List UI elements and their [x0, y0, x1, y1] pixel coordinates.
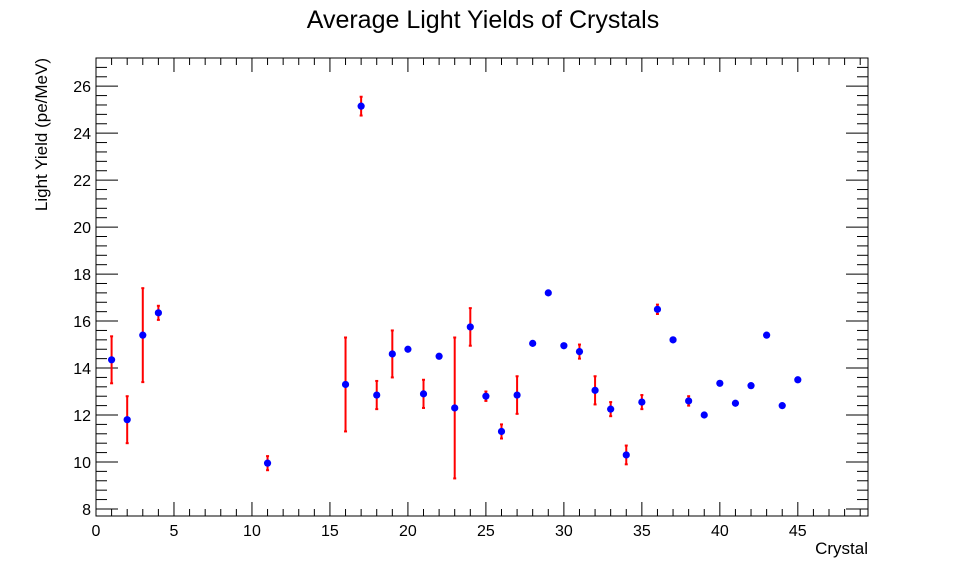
- data-point: [341, 380, 350, 389]
- x-tick-label: 5: [170, 523, 179, 540]
- y-tick-label: 24: [73, 126, 91, 143]
- plot-frame: [95, 57, 869, 517]
- data-point: [716, 379, 724, 387]
- x-tick-label: 10: [243, 523, 261, 540]
- x-axis-title: Crystal: [815, 539, 868, 558]
- data-point: [123, 416, 131, 424]
- data-point: [544, 289, 552, 297]
- y-tick-label: 18: [73, 267, 91, 284]
- y-tick-label: 10: [73, 455, 91, 472]
- x-tick-label: 35: [633, 523, 651, 540]
- data-point: [513, 391, 521, 399]
- y-tick-label: 8: [82, 502, 91, 519]
- data-point: [435, 352, 443, 360]
- data-point: [388, 350, 396, 358]
- x-tick-label: 20: [399, 523, 417, 540]
- x-tick-label: 0: [92, 523, 101, 540]
- data-point: [685, 397, 693, 405]
- data-point: [560, 342, 568, 350]
- y-tick-label: 22: [73, 173, 91, 190]
- y-tick-label: 20: [73, 220, 91, 237]
- data-point: [107, 356, 116, 364]
- data-point: [482, 392, 490, 400]
- data-point: [373, 391, 381, 399]
- data-point: [778, 402, 786, 410]
- data-point: [622, 451, 630, 459]
- data-point: [575, 347, 584, 356]
- data-point: [731, 399, 740, 407]
- data-point: [404, 345, 412, 353]
- data-point: [263, 459, 272, 467]
- axis-ticks: [95, 57, 868, 516]
- x-tick-label: 45: [789, 523, 807, 540]
- data-point: [154, 309, 162, 317]
- data-point: [419, 390, 428, 398]
- y-tick-label: 26: [73, 79, 91, 96]
- data-point: [653, 305, 662, 313]
- data-point: [357, 102, 365, 110]
- data-point: [669, 336, 677, 344]
- data-point: [763, 331, 771, 339]
- error-bars: [110, 95, 691, 480]
- data-point: [638, 398, 646, 406]
- x-tick-label: 25: [477, 523, 495, 540]
- chart-title: Average Light Yields of Crystals: [307, 6, 660, 34]
- y-axis-title: Light Yield (pe/MeV): [32, 58, 51, 211]
- y-tick-label: 12: [73, 408, 91, 425]
- data-point: [529, 339, 537, 347]
- x-tick-label: 15: [321, 523, 339, 540]
- data-point: [607, 405, 615, 413]
- data-point: [591, 386, 599, 394]
- data-point: [794, 376, 802, 384]
- data-point: [747, 382, 755, 390]
- x-tick-label: 30: [555, 523, 573, 540]
- axis-tick-labels: 0 5 10 15 20 25 30 35 40 45 8 10 12 14 16 18 20 22 24 26: [73, 79, 807, 540]
- data-point: [497, 427, 506, 436]
- data-point: [139, 331, 147, 339]
- y-tick-label: 14: [73, 361, 91, 378]
- data-point: [451, 404, 459, 412]
- data-point: [700, 411, 708, 419]
- data-point: [466, 323, 474, 331]
- data-markers: [107, 102, 802, 467]
- x-tick-label: 40: [711, 523, 729, 540]
- y-tick-label: 16: [73, 314, 91, 331]
